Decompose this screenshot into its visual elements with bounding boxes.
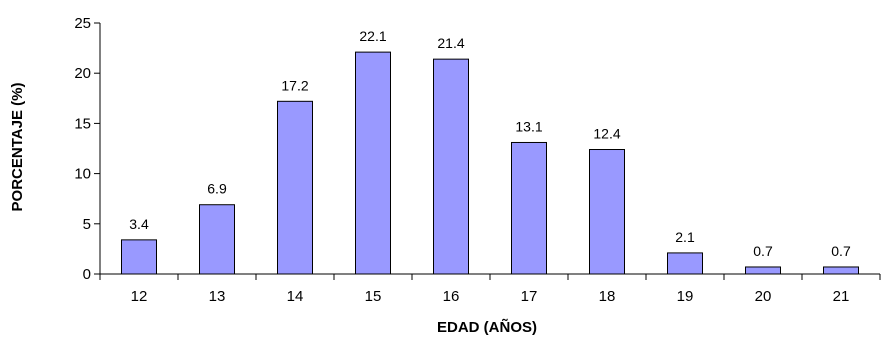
- y-tick-label: 25: [74, 15, 91, 32]
- bar: [433, 58, 469, 275]
- x-tick-label: 20: [755, 288, 772, 305]
- data-label: 12.4: [593, 126, 620, 142]
- bar: [823, 266, 859, 275]
- bar: [277, 100, 313, 275]
- y-axis-title: PORCENTAJE (%): [9, 83, 26, 212]
- x-tick-label: 19: [677, 288, 694, 305]
- data-label: 2.1: [675, 229, 695, 245]
- data-label: 3.4: [129, 216, 149, 232]
- y-tick-label: 20: [74, 65, 91, 82]
- x-tick-label: 15: [365, 288, 382, 305]
- data-label: 0.7: [753, 243, 773, 259]
- y-tick-label: 10: [74, 166, 91, 183]
- x-axis-title: EDAD (AÑOS): [437, 318, 537, 336]
- y-tick-label: 0: [83, 266, 91, 283]
- x-tick-label: 16: [443, 288, 460, 305]
- x-tick-label: 17: [521, 288, 538, 305]
- x-tick-label: 21: [833, 288, 850, 305]
- bar: [745, 266, 781, 275]
- bar: [511, 141, 547, 275]
- bar: [121, 239, 157, 275]
- data-label: 13.1: [515, 118, 542, 134]
- bar: [355, 51, 391, 275]
- data-label: 21.4: [437, 35, 464, 51]
- bar: [199, 204, 235, 275]
- data-label: 17.2: [281, 77, 308, 93]
- plot-area: 0 5 10 15 20 25 3.4 12 6.9 13 17.2 14 22.1 15 21.4 16 13…: [74, 15, 881, 305]
- y-tick-label: 15: [74, 115, 91, 132]
- x-tick-label: 12: [131, 288, 148, 305]
- x-tick-label: 13: [209, 288, 226, 305]
- data-label: 6.9: [207, 181, 227, 197]
- bar: [589, 149, 625, 275]
- y-tick-label: 5: [83, 216, 91, 233]
- data-label: 0.7: [831, 243, 851, 259]
- bar: [667, 252, 703, 275]
- data-label: 22.1: [359, 28, 386, 44]
- x-tick-label: 18: [599, 288, 616, 305]
- x-tick-label: 14: [287, 288, 304, 305]
